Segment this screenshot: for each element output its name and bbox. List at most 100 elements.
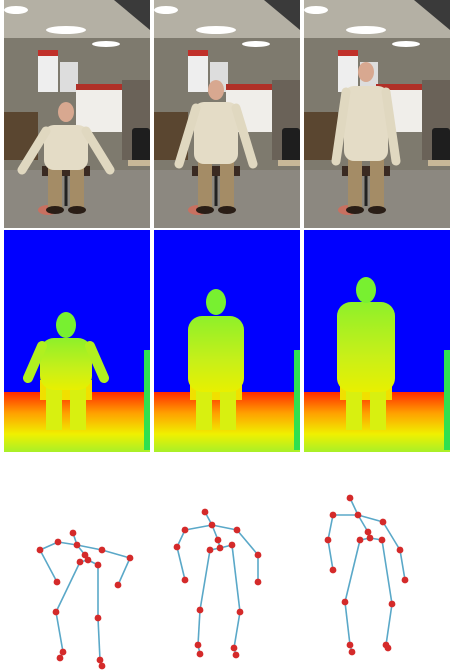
ceiling-light — [392, 41, 420, 47]
joint — [127, 555, 134, 562]
bone — [40, 550, 57, 582]
joint — [37, 547, 44, 554]
bone — [185, 525, 212, 530]
table — [428, 160, 450, 166]
ceiling-light — [304, 6, 328, 14]
joint — [85, 557, 92, 564]
bone — [177, 547, 185, 580]
poster-band — [76, 84, 122, 90]
depth-torso — [188, 316, 244, 392]
joint — [237, 609, 244, 616]
head — [58, 102, 74, 122]
joint — [385, 645, 392, 652]
bone — [234, 612, 240, 648]
joint — [347, 495, 354, 502]
head — [358, 62, 374, 82]
ceiling-light — [346, 26, 386, 34]
bone — [237, 530, 258, 555]
joint — [182, 527, 189, 534]
torso — [44, 125, 88, 170]
shoe — [196, 206, 214, 214]
page: (() => { const svg = document.getElement… — [0, 0, 452, 672]
poster-band — [338, 50, 358, 56]
skeleton — [37, 530, 134, 670]
depth-head — [206, 289, 226, 315]
photo-panel — [304, 0, 450, 228]
joint — [197, 607, 204, 614]
joint — [229, 542, 236, 549]
poster — [76, 84, 122, 132]
joint — [202, 509, 209, 516]
joint — [53, 609, 60, 616]
ceiling-light — [196, 26, 236, 34]
bone — [98, 618, 100, 660]
poster-band — [38, 50, 58, 56]
joint — [342, 599, 349, 606]
bone — [400, 550, 405, 580]
ceiling-light — [92, 41, 120, 47]
joint — [233, 652, 240, 659]
joint — [330, 512, 337, 519]
bone — [232, 545, 240, 612]
joint — [209, 522, 216, 529]
joint — [255, 579, 262, 586]
joint — [349, 649, 356, 656]
bone — [386, 604, 392, 645]
bone — [118, 558, 130, 585]
photo-panel — [154, 0, 300, 228]
joint — [379, 537, 386, 544]
bone — [328, 515, 333, 540]
joint — [70, 530, 77, 537]
bone — [56, 612, 63, 652]
leg — [370, 153, 384, 208]
joint — [231, 645, 238, 652]
joint — [389, 601, 396, 608]
shoe — [346, 206, 364, 214]
joint — [195, 642, 202, 649]
poster — [38, 50, 58, 92]
photo-panel — [4, 0, 150, 228]
joint — [77, 559, 84, 566]
bone — [200, 550, 210, 610]
joint — [402, 577, 409, 584]
figure — [0, 0, 452, 672]
joint — [74, 542, 81, 549]
joint — [99, 547, 106, 554]
joint — [55, 539, 62, 546]
shoe — [68, 206, 86, 214]
joint — [325, 537, 332, 544]
shoe — [46, 206, 64, 214]
depth-torso — [337, 302, 395, 392]
ceiling-light — [154, 6, 178, 14]
bag — [432, 128, 450, 164]
poster — [338, 50, 358, 92]
poster — [60, 62, 78, 92]
joint — [95, 615, 102, 622]
bone — [102, 550, 130, 558]
depth-head — [356, 277, 376, 303]
poster-band — [188, 50, 208, 56]
ceiling-light — [242, 41, 270, 47]
bone — [56, 562, 80, 612]
depth-object — [144, 350, 152, 450]
joint — [397, 547, 404, 554]
joint — [365, 529, 372, 536]
torso — [344, 86, 388, 161]
bone — [382, 540, 392, 604]
joint — [174, 544, 181, 551]
joint — [54, 579, 61, 586]
joint — [115, 582, 122, 589]
bag — [132, 128, 150, 164]
bone — [345, 540, 360, 602]
joint — [330, 567, 337, 574]
table — [278, 160, 300, 166]
joint — [215, 537, 222, 544]
bone — [345, 602, 350, 645]
joint — [99, 663, 106, 670]
shoe — [218, 206, 236, 214]
table — [128, 160, 150, 166]
bone — [198, 610, 200, 645]
joint — [97, 657, 104, 664]
joint — [234, 527, 241, 534]
head — [208, 80, 224, 100]
